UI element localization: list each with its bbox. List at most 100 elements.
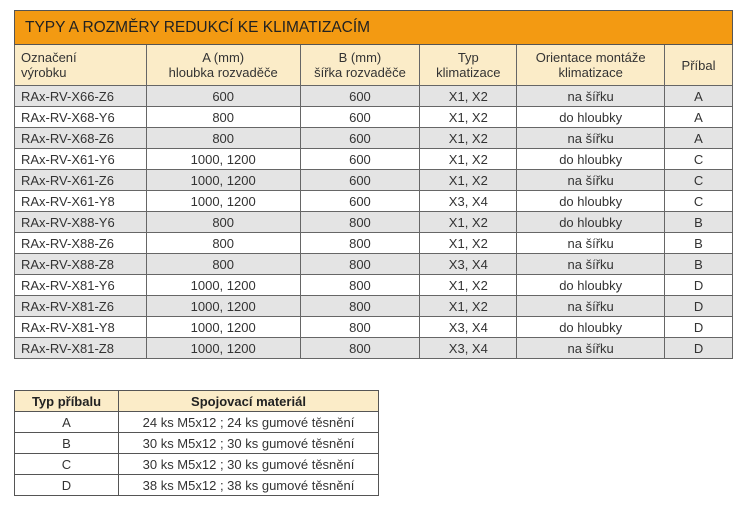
table-cell: RAx-RV-X66-Z6 (14, 85, 147, 107)
table-cell: 800 (299, 295, 421, 317)
table-cell: 1000, 1200 (145, 337, 301, 359)
table-cell: D (664, 316, 733, 338)
table-cell: X1, X2 (419, 85, 518, 107)
table-row: RAx-RV-X81-Y6 1000, 1200 800 X1, X2 do hloub… (14, 274, 733, 296)
table-cell: 800 (299, 253, 421, 275)
column-header: Orientace montáže klimatizace (516, 44, 666, 86)
column-header-line: výrobku (21, 65, 67, 80)
table-cell: X1, X2 (419, 232, 518, 254)
table-cell: C (664, 169, 733, 191)
table-cell: A (664, 127, 733, 149)
table-cell: 800 (299, 232, 421, 254)
table-cell: 800 (299, 316, 421, 338)
table-cell: RAx-RV-X68-Y6 (14, 106, 147, 128)
table-row: RAx-RV-X81-Z8 1000, 1200 800 X3, X4 na šířku… (14, 337, 733, 359)
table-cell: 30 ks M5x12 ; 30 ks gumové těsnění (118, 432, 379, 454)
table-row: RAx-RV-X88-Y6 800 800 X1, X2 do hloubky B (14, 211, 733, 233)
table-cell: X3, X4 (419, 253, 518, 275)
table-cell: X1, X2 (419, 274, 518, 296)
table-row: A 24 ks M5x12 ; 24 ks gumové těsnění (14, 411, 379, 433)
table-cell: do hloubky (516, 211, 666, 233)
column-header-line: Typ (457, 50, 479, 65)
table-cell: C (664, 148, 733, 170)
table-cell: na šířku (516, 169, 666, 191)
column-header: B (mm) šířka rozvaděče (299, 44, 421, 86)
table-cell: 600 (145, 85, 301, 107)
table-cell: RAx-RV-X88-Y6 (14, 211, 147, 233)
table-cell: 800 (145, 127, 301, 149)
column-header-line: Označení (21, 50, 77, 65)
table-cell: RAx-RV-X68-Z6 (14, 127, 147, 149)
table-cell: RAx-RV-X81-Y6 (14, 274, 147, 296)
column-header-line: A (mm) (202, 50, 245, 65)
table-cell: na šířku (516, 85, 666, 107)
column-header-line: B (mm) (338, 50, 382, 65)
table-row: RAx-RV-X81-Y8 1000, 1200 800 X3, X4 do hloub… (14, 316, 733, 338)
table-row: RAx-RV-X61-Z6 1000, 1200 600 X1, X2 na šířku… (14, 169, 733, 191)
table-cell: D (14, 474, 119, 496)
table-cell: do hloubky (516, 148, 666, 170)
table-cell: do hloubky (516, 106, 666, 128)
table-cell: 38 ks M5x12 ; 38 ks gumové těsnění (118, 474, 379, 496)
table-cell: D (664, 337, 733, 359)
table-cell: do hloubky (516, 190, 666, 212)
table-cell: A (14, 411, 119, 433)
table-cell: na šířku (516, 295, 666, 317)
table-row: RAx-RV-X61-Y8 1000, 1200 600 X3, X4 do hloub… (14, 190, 733, 212)
column-header: Označení výrobku (14, 44, 147, 86)
table-cell: X1, X2 (419, 127, 518, 149)
table-cell: X1, X2 (419, 211, 518, 233)
table-cell: B (664, 232, 733, 254)
table-row: RAx-RV-X61-Y6 1000, 1200 600 X1, X2 do hloub… (14, 148, 733, 170)
table-cell: X1, X2 (419, 295, 518, 317)
column-header-line: klimatizace (558, 65, 623, 80)
table-row: B 30 ks M5x12 ; 30 ks gumové těsnění (14, 432, 379, 454)
table-cell: 600 (299, 127, 421, 149)
column-header-line: hloubka rozvaděče (168, 65, 278, 80)
table-row: RAx-RV-X66-Z6 600 600 X1, X2 na šířku A (14, 85, 733, 107)
table-cell: X3, X4 (419, 316, 518, 338)
table-cell: na šířku (516, 127, 666, 149)
table-cell: D (664, 274, 733, 296)
reduction-types-table: TYPY A ROZMĚRY REDUKCÍ KE KLIMATIZACÍM O… (14, 10, 733, 359)
table-cell: X3, X4 (419, 190, 518, 212)
table-cell: 600 (299, 148, 421, 170)
table-cell: 600 (299, 106, 421, 128)
table-cell: 1000, 1200 (145, 148, 301, 170)
table-cell: RAx-RV-X88-Z6 (14, 232, 147, 254)
table-cell: 800 (145, 253, 301, 275)
table-cell: RAx-RV-X61-Y6 (14, 148, 147, 170)
table-cell: 600 (299, 85, 421, 107)
table-cell: 800 (299, 337, 421, 359)
table-cell: 600 (299, 169, 421, 191)
accessory-table: Typ příbalu Spojovací materiál A 24 ks M5x1… (14, 390, 379, 496)
table-cell: B (14, 432, 119, 454)
table-cell: RAx-RV-X81-Y8 (14, 316, 147, 338)
table-cell: RAx-RV-X61-Y8 (14, 190, 147, 212)
table-row: RAx-RV-X81-Z6 1000, 1200 800 X1, X2 na šířku… (14, 295, 733, 317)
table-cell: X3, X4 (419, 337, 518, 359)
table-cell: RAx-RV-X88-Z8 (14, 253, 147, 275)
column-header-line: Příbal (681, 57, 716, 73)
table-cell: 1000, 1200 (145, 316, 301, 338)
table-row: RAx-RV-X88-Z8 800 800 X3, X4 na šířku B (14, 253, 733, 275)
table-cell: 1000, 1200 (145, 190, 301, 212)
table-cell: RAx-RV-X81-Z8 (14, 337, 147, 359)
table-cell: X1, X2 (419, 148, 518, 170)
table-cell: C (664, 190, 733, 212)
column-header: Typ klimatizace (419, 44, 518, 86)
table-cell: RAx-RV-X81-Z6 (14, 295, 147, 317)
table-cell: 1000, 1200 (145, 169, 301, 191)
column-header: Spojovací materiál (118, 390, 379, 412)
table-cell: 1000, 1200 (145, 295, 301, 317)
table-cell: 800 (299, 274, 421, 296)
table-cell: D (664, 295, 733, 317)
column-header: A (mm) hloubka rozvaděče (145, 44, 301, 86)
table-cell: 800 (145, 106, 301, 128)
table-cell: do hloubky (516, 274, 666, 296)
table-cell: 24 ks M5x12 ; 24 ks gumové těsnění (118, 411, 379, 433)
table-cell: C (14, 453, 119, 475)
table-row: D 38 ks M5x12 ; 38 ks gumové těsnění (14, 474, 379, 496)
table-cell: na šířku (516, 232, 666, 254)
table-cell: A (664, 85, 733, 107)
